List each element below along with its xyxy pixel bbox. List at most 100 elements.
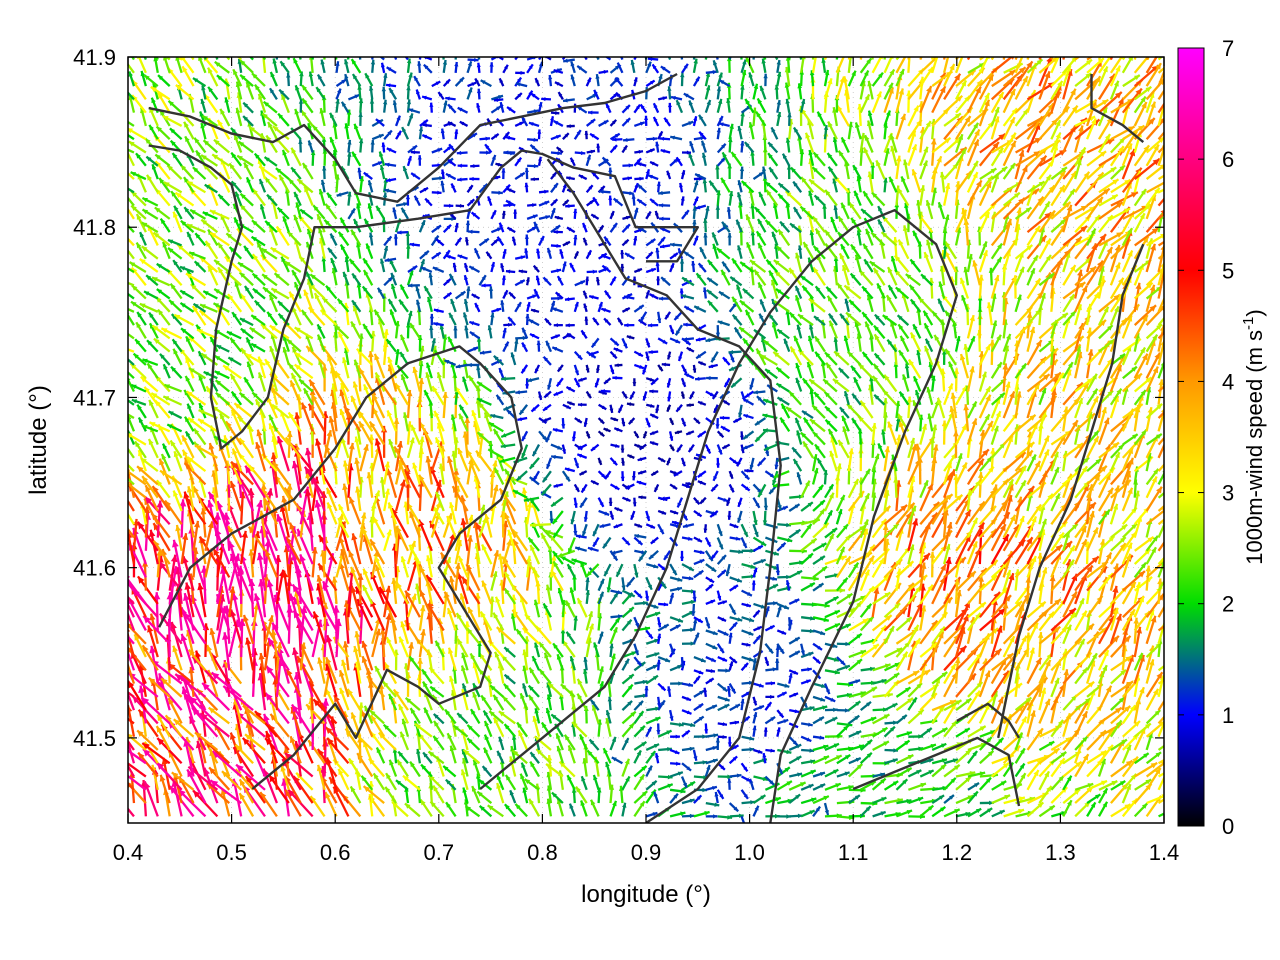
- wind-arrow-shaft: [1157, 719, 1164, 738]
- wind-arrow-head: [941, 758, 947, 763]
- wind-arrow-head: [880, 778, 886, 784]
- wind-arrow-head: [680, 788, 686, 794]
- wind-arrow-head: [1018, 796, 1025, 802]
- wind-arrow-head: [270, 713, 277, 721]
- wind-arrow-head: [775, 658, 780, 663]
- wind-arrow-head: [833, 769, 839, 774]
- wind-arrow-head: [605, 761, 610, 768]
- wind-arrow-head: [957, 453, 963, 459]
- wind-arrow-head: [509, 790, 514, 796]
- wind-arrow-head: [965, 811, 971, 817]
- wind-arrow-head: [1115, 613, 1122, 622]
- wind-arrow-head: [515, 803, 521, 810]
- wind-arrow-head: [392, 801, 398, 808]
- wind-arrow-head: [482, 766, 488, 772]
- wind-arrow-head: [398, 751, 404, 757]
- wind-arrow-head: [495, 596, 501, 603]
- wind-arrow-head: [712, 746, 718, 751]
- wind-arrow-head: [138, 685, 146, 694]
- wind-arrow-head: [940, 743, 947, 748]
- wind-arrow-head: [378, 732, 385, 739]
- wind-arrow-head: [351, 712, 357, 719]
- wind-arrow-head: [579, 734, 585, 740]
- wind-arrow-head: [1164, 573, 1169, 579]
- wind-arrow-head: [556, 745, 562, 752]
- wind-arrow-head: [112, 767, 119, 774]
- wind-arrow-head: [829, 450, 835, 457]
- wind-arrow-head: [172, 645, 178, 653]
- wind-arrow-head: [569, 803, 574, 809]
- wind-arrow-head: [749, 747, 755, 752]
- wind-arrow-head: [210, 780, 219, 788]
- wind-arrow-head: [536, 749, 542, 755]
- wind-arrow-head: [769, 780, 774, 785]
- wind-arrow-head: [1000, 781, 1007, 786]
- wind-arrow-head: [809, 748, 815, 753]
- wind-arrow-head: [628, 723, 635, 729]
- wind-arrow-head: [611, 757, 617, 762]
- wind-arrow-head: [1090, 802, 1096, 808]
- wind-arrow-head: [677, 771, 683, 776]
- wind-arrow-head: [467, 738, 473, 744]
- wind-arrow-head: [907, 755, 914, 760]
- wind-arrow-head: [904, 740, 910, 746]
- wind-arrow-head: [329, 777, 336, 785]
- wind-arrow-head: [512, 750, 519, 756]
- wind-arrow-head: [823, 755, 830, 761]
- wind-arrow-head: [1065, 737, 1072, 743]
- wind-arrow-head: [1048, 741, 1055, 747]
- wind-arrow-head: [483, 747, 489, 754]
- wind-arrow-head: [844, 771, 850, 776]
- wind-arrow-head: [1111, 781, 1118, 786]
- wind-arrow-head: [743, 794, 748, 799]
- wind-arrow-head: [596, 787, 602, 793]
- wind-arrow-head: [471, 786, 477, 792]
- wind-arrow-head: [938, 795, 945, 800]
- wind-arrow-head: [715, 738, 721, 743]
- wind-arrow-head: [209, 767, 216, 775]
- wind-arrow-head: [998, 737, 1004, 744]
- wind-arrow-head: [839, 587, 846, 593]
- wind-arrow-head: [421, 764, 427, 770]
- wind-arrow-head: [1126, 784, 1131, 791]
- wind-arrow-head: [159, 774, 166, 782]
- wind-arrow-head: [733, 745, 739, 750]
- wind-arrow-head: [404, 803, 411, 809]
- wind-arrow-head: [796, 756, 802, 761]
- wind-arrow-head: [689, 798, 695, 803]
- wind-arrow-head: [453, 725, 459, 731]
- wind-arrow-head: [1075, 761, 1082, 768]
- wind-arrow-head: [736, 578, 742, 583]
- wind-arrow-head: [713, 733, 719, 738]
- wind-arrow-head: [1172, 494, 1178, 500]
- wind-arrow-head: [882, 524, 889, 531]
- wind-arrow-head: [173, 719, 181, 726]
- wind-arrow-head: [1060, 751, 1067, 758]
- wind-arrow-head: [1126, 744, 1131, 751]
- wind-arrow-head: [387, 502, 394, 509]
- wind-arrow-head: [463, 749, 470, 756]
- wind-arrow-head: [675, 734, 680, 739]
- wind-arrow-head: [496, 783, 502, 789]
- wind-arrow-head: [157, 714, 163, 722]
- wind-arrow-head: [383, 724, 389, 730]
- wind-arrow-head: [979, 726, 986, 732]
- wind-arrow-head: [653, 744, 660, 749]
- wind-arrow-head: [285, 789, 292, 797]
- wind-arrow-head: [880, 811, 886, 816]
- wind-arrow-head: [799, 782, 806, 787]
- wind-arrow-head: [906, 767, 912, 773]
- wind-arrow-head: [819, 735, 825, 740]
- wind-arrow-head: [620, 476, 625, 482]
- wind-arrow-head: [568, 745, 573, 752]
- wind-arrow-head: [429, 775, 435, 782]
- wind-arrow-head: [808, 784, 814, 789]
- wind-arrow-head: [760, 795, 766, 800]
- wind-arrow-head: [599, 591, 604, 597]
- wind-arrow-head: [752, 725, 757, 731]
- wind-arrow-head: [893, 748, 899, 753]
- wind-arrow-head: [757, 749, 763, 754]
- wind-arrow-head: [389, 759, 394, 766]
- wind-arrow-shaft: [128, 781, 135, 791]
- wind-arrow-head: [395, 780, 402, 786]
